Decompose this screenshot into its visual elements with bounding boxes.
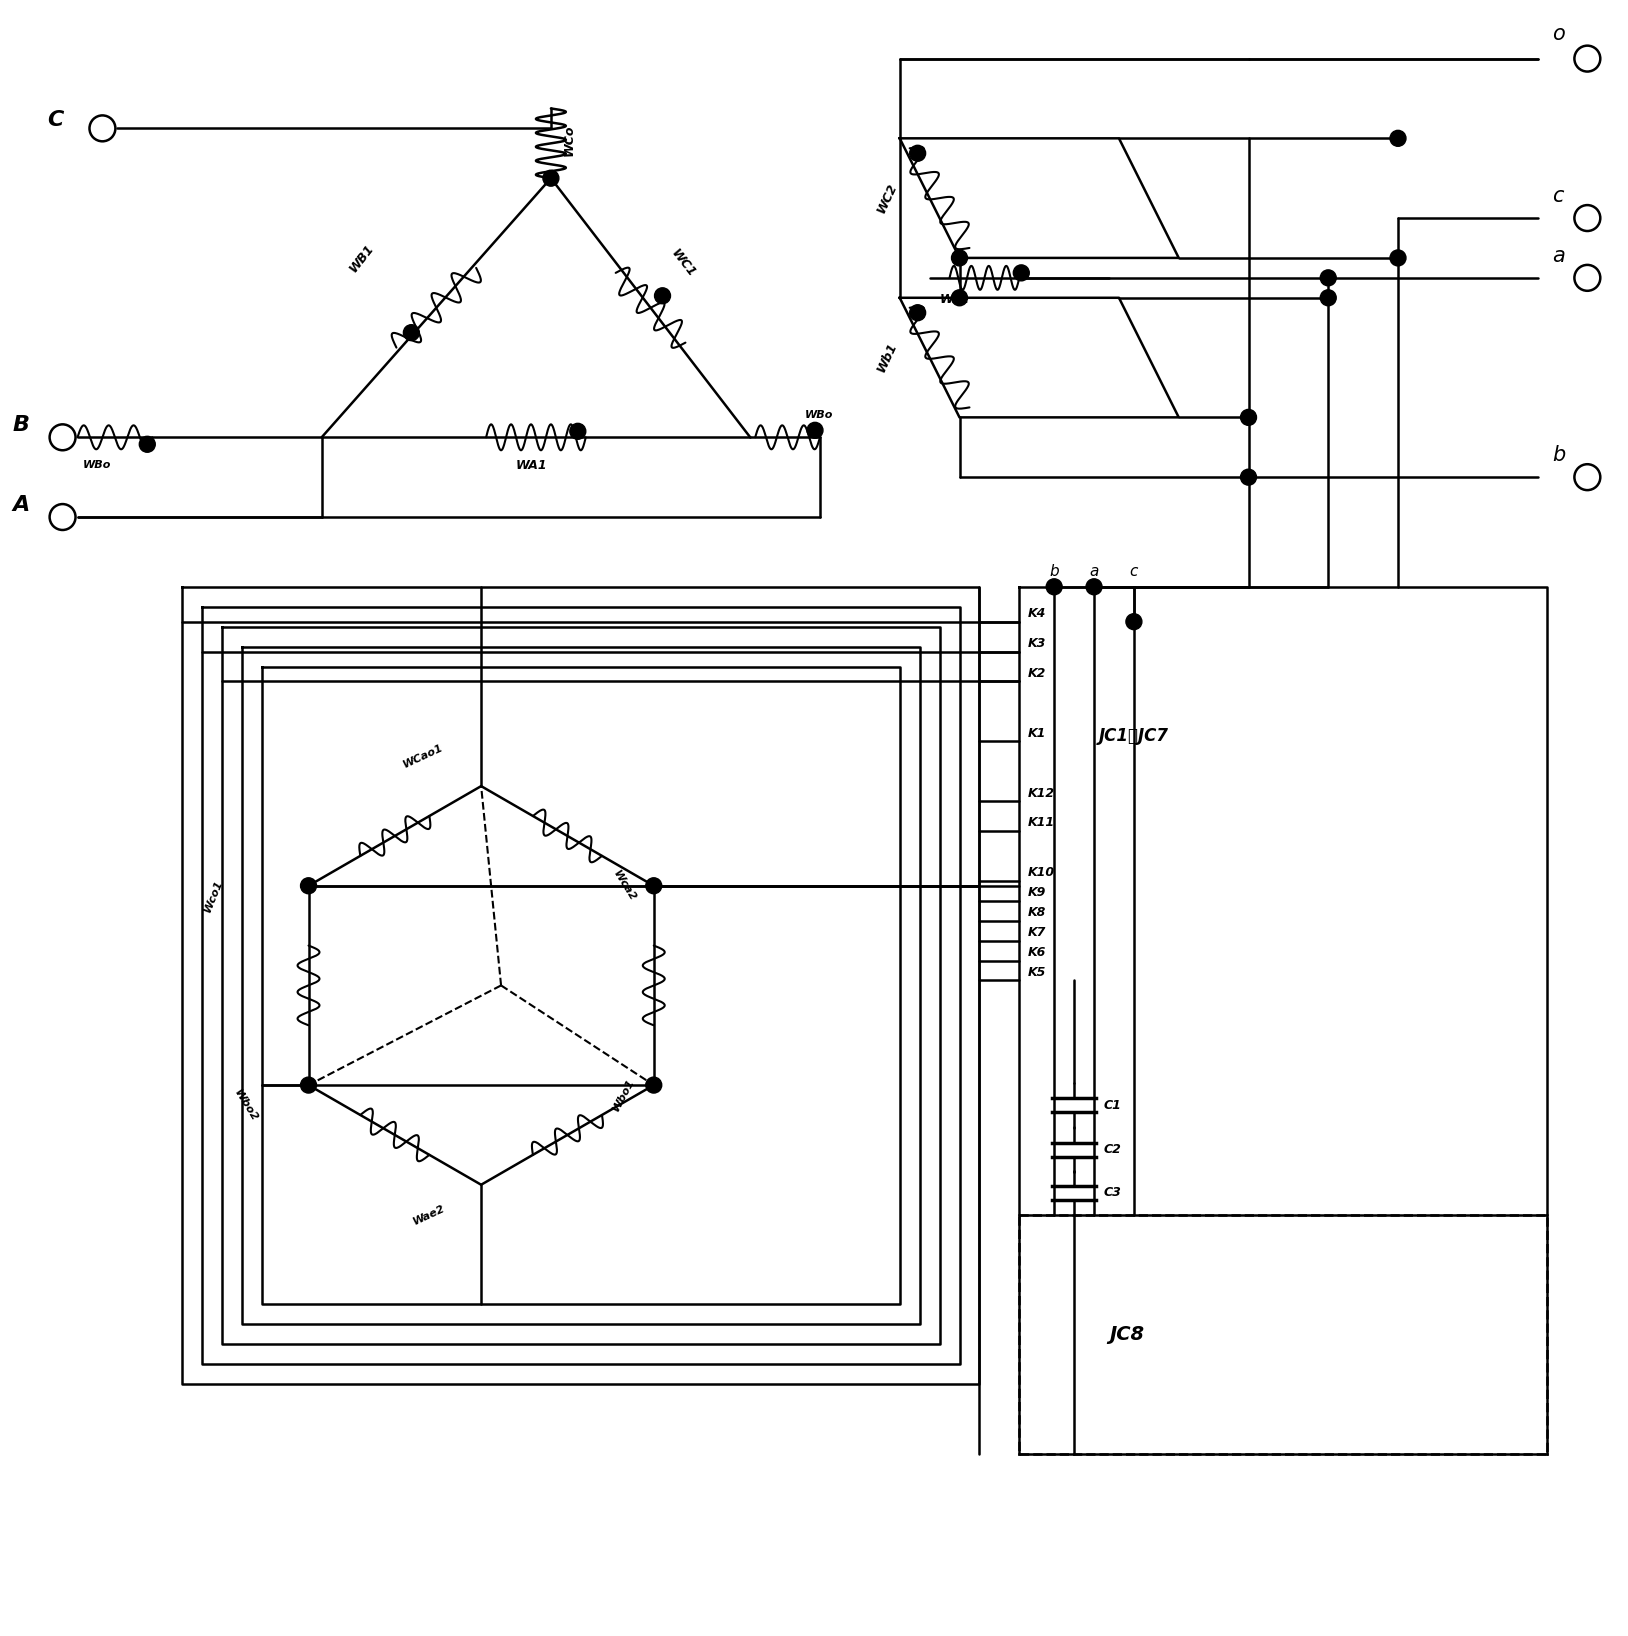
Circle shape [646,879,661,893]
Text: WA1: WA1 [516,458,547,471]
Circle shape [404,324,420,340]
Circle shape [90,116,116,141]
Text: K11: K11 [1027,816,1055,829]
Text: Wb1: Wb1 [874,340,900,375]
Text: WCao1: WCao1 [402,743,444,771]
Text: A: A [13,496,29,515]
Text: b: b [1553,445,1566,465]
Text: c: c [1130,564,1138,579]
Circle shape [1574,465,1600,491]
Text: K2: K2 [1027,667,1045,681]
Circle shape [1013,265,1029,281]
Circle shape [570,424,586,440]
Text: C: C [47,110,63,131]
Text: Wa1: Wa1 [939,293,970,306]
Circle shape [910,304,926,321]
Text: a: a [1089,564,1099,579]
Text: K12: K12 [1027,787,1055,800]
Text: Wco1: Wco1 [202,879,225,913]
Circle shape [301,879,316,893]
Text: WBo: WBo [804,411,834,420]
Text: K4: K4 [1027,607,1045,620]
Text: o: o [1553,23,1565,44]
Circle shape [1127,614,1141,630]
Circle shape [1574,265,1600,291]
Text: c: c [1553,187,1565,206]
Text: JC1～JC7: JC1～JC7 [1099,728,1169,746]
Circle shape [1241,409,1257,425]
Text: a: a [1553,245,1565,267]
Text: C3: C3 [1104,1186,1122,1199]
Text: Wae2: Wae2 [412,1202,446,1227]
Text: Wbo1: Wbo1 [610,1076,637,1112]
Circle shape [654,288,671,304]
Circle shape [140,437,155,452]
Circle shape [807,422,824,438]
Text: JC8: JC8 [1109,1325,1144,1343]
Circle shape [1390,250,1407,267]
Text: K3: K3 [1027,636,1045,649]
Text: WC2: WC2 [874,182,900,216]
Circle shape [1320,290,1337,306]
Circle shape [1574,204,1600,231]
Circle shape [1086,579,1102,596]
Circle shape [1390,131,1407,146]
Text: K7: K7 [1027,926,1045,939]
Text: K5: K5 [1027,965,1045,978]
Circle shape [1047,579,1061,596]
Circle shape [1574,46,1600,72]
Circle shape [951,290,967,306]
Text: Wca2: Wca2 [610,869,637,903]
Circle shape [951,250,967,267]
Text: WB1: WB1 [347,240,376,275]
Text: B: B [13,416,29,435]
Text: K8: K8 [1027,906,1045,919]
Text: b: b [1050,564,1058,579]
Text: WCo: WCo [563,124,576,155]
Circle shape [49,424,75,450]
Text: Wbo2: Wbo2 [233,1088,259,1122]
Circle shape [646,1076,661,1093]
Text: C2: C2 [1104,1144,1122,1157]
Text: WBo: WBo [83,460,111,470]
Text: K9: K9 [1027,887,1045,900]
Circle shape [49,504,75,530]
Text: WC1: WC1 [669,247,698,280]
Text: K1: K1 [1027,726,1045,739]
Text: K10: K10 [1027,867,1055,879]
Circle shape [1320,270,1337,286]
Circle shape [1241,470,1257,486]
Text: C1: C1 [1104,1098,1122,1111]
Circle shape [542,170,558,187]
Circle shape [301,1076,316,1093]
Circle shape [910,146,926,162]
Text: K6: K6 [1027,946,1045,959]
